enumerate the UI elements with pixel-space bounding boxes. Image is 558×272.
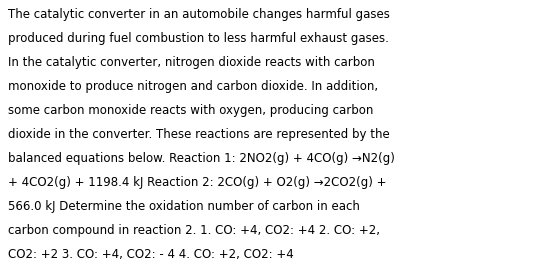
Text: produced during fuel combustion to less harmful exhaust gases.: produced during fuel combustion to less … <box>8 32 389 45</box>
Text: + 4CO2(g) + 1198.4 kJ Reaction 2: 2CO(g) + O2(g) →2CO2(g) +: + 4CO2(g) + 1198.4 kJ Reaction 2: 2CO(g)… <box>8 176 387 189</box>
Text: dioxide in the converter. These reactions are represented by the: dioxide in the converter. These reaction… <box>8 128 390 141</box>
Text: 566.0 kJ Determine the oxidation number of carbon in each: 566.0 kJ Determine the oxidation number … <box>8 200 360 213</box>
Text: The catalytic converter in an automobile changes harmful gases: The catalytic converter in an automobile… <box>8 8 390 21</box>
Text: CO2: +2 3. CO: +4, CO2: - 4 4. CO: +2, CO2: +4: CO2: +2 3. CO: +4, CO2: - 4 4. CO: +2, C… <box>8 248 294 261</box>
Text: balanced equations below. Reaction 1: 2NO2(g) + 4CO(g) →N2(g): balanced equations below. Reaction 1: 2N… <box>8 152 395 165</box>
Text: some carbon monoxide reacts with oxygen, producing carbon: some carbon monoxide reacts with oxygen,… <box>8 104 374 117</box>
Text: monoxide to produce nitrogen and carbon dioxide. In addition,: monoxide to produce nitrogen and carbon … <box>8 80 378 93</box>
Text: carbon compound in reaction 2. 1. CO: +4, CO2: +4 2. CO: +2,: carbon compound in reaction 2. 1. CO: +4… <box>8 224 381 237</box>
Text: In the catalytic converter, nitrogen dioxide reacts with carbon: In the catalytic converter, nitrogen dio… <box>8 56 375 69</box>
